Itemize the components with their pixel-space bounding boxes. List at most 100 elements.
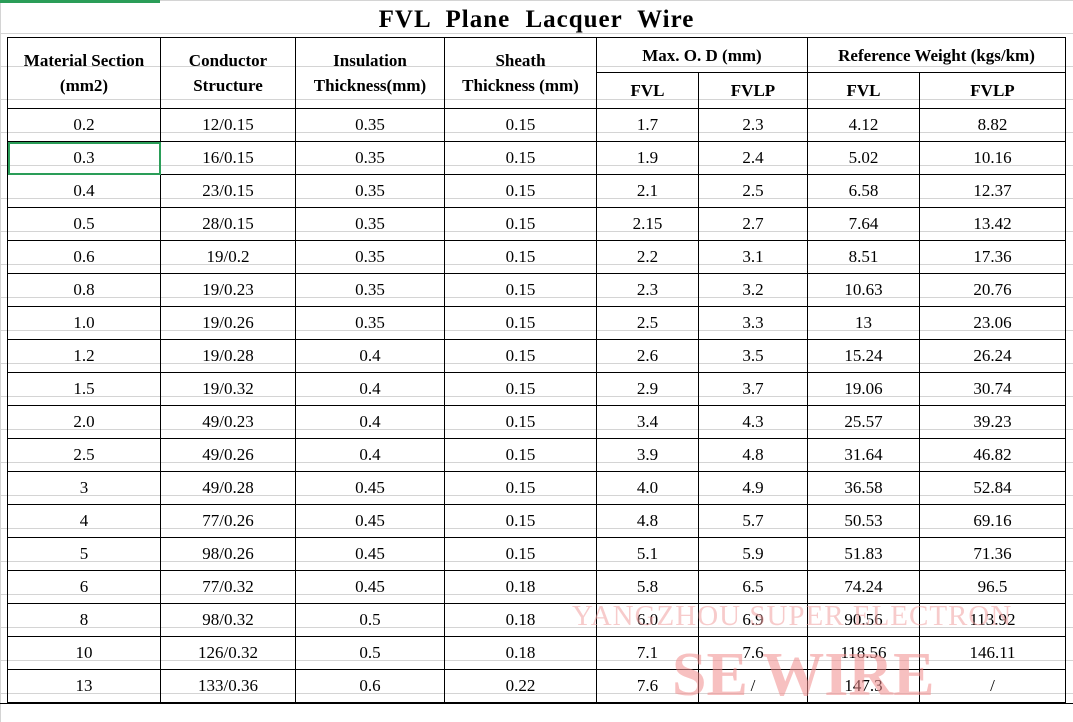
cell-max-od-fvlp[interactable]: 7.6: [698, 636, 808, 670]
cell-sheath-thickness[interactable]: 0.15: [444, 108, 597, 142]
cell-conductor-structure[interactable]: 77/0.32: [160, 570, 296, 604]
cell-insulation-thickness[interactable]: 0.35: [295, 141, 445, 175]
cell-conductor-structure[interactable]: 133/0.36: [160, 669, 296, 703]
cell-max-od-fvl[interactable]: 5.1: [596, 537, 699, 571]
cell-max-od-fvlp[interactable]: 3.5: [698, 339, 808, 373]
cell-insulation-thickness[interactable]: 0.4: [295, 438, 445, 472]
cell-max-od-fvlp[interactable]: 3.3: [698, 306, 808, 340]
cell-sheath-thickness[interactable]: 0.18: [444, 570, 597, 604]
cell-max-od-fvlp[interactable]: 2.5: [698, 174, 808, 208]
sheet-title[interactable]: FVL Plane Lacquer Wire: [378, 6, 695, 33]
cell-weight-fvl[interactable]: 147.3: [807, 669, 920, 703]
cell-weight-fvlp[interactable]: 13.42: [919, 207, 1066, 241]
cell-weight-fvl[interactable]: 15.24: [807, 339, 920, 373]
cell-weight-fvlp[interactable]: 10.16: [919, 141, 1066, 175]
cell-sheath-thickness[interactable]: 0.18: [444, 603, 597, 637]
cell-max-od-fvlp[interactable]: 5.7: [698, 504, 808, 538]
cell-weight-fvlp[interactable]: 23.06: [919, 306, 1066, 340]
cell-sheath-thickness[interactable]: 0.15: [444, 273, 597, 307]
cell-insulation-thickness[interactable]: 0.45: [295, 570, 445, 604]
cell-insulation-thickness[interactable]: 0.5: [295, 636, 445, 670]
cell-weight-fvl[interactable]: 25.57: [807, 405, 920, 439]
cell-conductor-structure[interactable]: 49/0.23: [160, 405, 296, 439]
cell-material-section[interactable]: 1.0: [7, 306, 161, 340]
header-sheath-thickness[interactable]: Sheath Thickness (mm): [444, 37, 597, 109]
header-max-od-fvlp[interactable]: FVLP: [698, 72, 808, 109]
header-weight-fvl[interactable]: FVL: [807, 72, 920, 109]
cell-material-section[interactable]: 0.4: [7, 174, 161, 208]
cell-weight-fvl[interactable]: 4.12: [807, 108, 920, 142]
cell-sheath-thickness[interactable]: 0.15: [444, 438, 597, 472]
cell-material-section[interactable]: 3: [7, 471, 161, 505]
cell-conductor-structure[interactable]: 28/0.15: [160, 207, 296, 241]
cell-conductor-structure[interactable]: 16/0.15: [160, 141, 296, 175]
cell-weight-fvl[interactable]: 13: [807, 306, 920, 340]
cell-max-od-fvl[interactable]: 3.9: [596, 438, 699, 472]
cell-weight-fvl[interactable]: 51.83: [807, 537, 920, 571]
cell-material-section[interactable]: 6: [7, 570, 161, 604]
cell-max-od-fvl[interactable]: 1.9: [596, 141, 699, 175]
header-weight-fvlp[interactable]: FVLP: [919, 72, 1066, 109]
cell-insulation-thickness[interactable]: 0.35: [295, 306, 445, 340]
cell-conductor-structure[interactable]: 12/0.15: [160, 108, 296, 142]
cell-max-od-fvlp[interactable]: 3.7: [698, 372, 808, 406]
cell-max-od-fvl[interactable]: 2.6: [596, 339, 699, 373]
cell-max-od-fvl[interactable]: 2.15: [596, 207, 699, 241]
cell-max-od-fvlp[interactable]: 3.2: [698, 273, 808, 307]
cell-sheath-thickness[interactable]: 0.15: [444, 174, 597, 208]
cell-sheath-thickness[interactable]: 0.15: [444, 504, 597, 538]
cell-conductor-structure[interactable]: 98/0.32: [160, 603, 296, 637]
cell-insulation-thickness[interactable]: 0.35: [295, 273, 445, 307]
cell-material-section[interactable]: 0.5: [7, 207, 161, 241]
cell-insulation-thickness[interactable]: 0.4: [295, 372, 445, 406]
cell-material-section[interactable]: 2.5: [7, 438, 161, 472]
cell-weight-fvlp[interactable]: 113.92: [919, 603, 1066, 637]
cell-weight-fvl[interactable]: 19.06: [807, 372, 920, 406]
cell-material-section[interactable]: 0.2: [7, 108, 161, 142]
cell-insulation-thickness[interactable]: 0.4: [295, 405, 445, 439]
header-insulation-thickness[interactable]: Insulation Thickness(mm): [295, 37, 445, 109]
cell-conductor-structure[interactable]: 19/0.28: [160, 339, 296, 373]
cell-sheath-thickness[interactable]: 0.15: [444, 207, 597, 241]
cell-max-od-fvlp[interactable]: 4.3: [698, 405, 808, 439]
cell-max-od-fvl[interactable]: 3.4: [596, 405, 699, 439]
cell-max-od-fvl[interactable]: 2.9: [596, 372, 699, 406]
cell-weight-fvlp[interactable]: 26.24: [919, 339, 1066, 373]
cell-weight-fvlp[interactable]: 52.84: [919, 471, 1066, 505]
cell-sheath-thickness[interactable]: 0.15: [444, 372, 597, 406]
cell-weight-fvlp[interactable]: 12.37: [919, 174, 1066, 208]
cell-material-section[interactable]: 1.5: [7, 372, 161, 406]
cell-material-section[interactable]: 1.2: [7, 339, 161, 373]
cell-insulation-thickness[interactable]: 0.35: [295, 174, 445, 208]
cell-weight-fvlp[interactable]: 71.36: [919, 537, 1066, 571]
cell-weight-fvlp[interactable]: 46.82: [919, 438, 1066, 472]
cell-material-section[interactable]: 0.8: [7, 273, 161, 307]
cell-sheath-thickness[interactable]: 0.15: [444, 240, 597, 274]
header-max-od[interactable]: Max. O. D (mm): [596, 37, 808, 73]
cell-max-od-fvl[interactable]: 2.1: [596, 174, 699, 208]
cell-conductor-structure[interactable]: 23/0.15: [160, 174, 296, 208]
cell-max-od-fvlp[interactable]: 3.1: [698, 240, 808, 274]
cell-insulation-thickness[interactable]: 0.45: [295, 504, 445, 538]
cell-weight-fvl[interactable]: 8.51: [807, 240, 920, 274]
cell-weight-fvlp[interactable]: 8.82: [919, 108, 1066, 142]
cell-insulation-thickness[interactable]: 0.45: [295, 471, 445, 505]
cell-sheath-thickness[interactable]: 0.15: [444, 471, 597, 505]
cell-max-od-fvlp[interactable]: 6.5: [698, 570, 808, 604]
cell-weight-fvl[interactable]: 90.56: [807, 603, 920, 637]
cell-weight-fvl[interactable]: 36.58: [807, 471, 920, 505]
cell-weight-fvl[interactable]: 5.02: [807, 141, 920, 175]
cell-max-od-fvlp[interactable]: 4.9: [698, 471, 808, 505]
cell-max-od-fvl[interactable]: 4.8: [596, 504, 699, 538]
cell-weight-fvlp[interactable]: 146.11: [919, 636, 1066, 670]
cell-max-od-fvl[interactable]: 5.8: [596, 570, 699, 604]
cell-conductor-structure[interactable]: 19/0.32: [160, 372, 296, 406]
cell-weight-fvl[interactable]: 50.53: [807, 504, 920, 538]
cell-material-section[interactable]: 13: [7, 669, 161, 703]
cell-sheath-thickness[interactable]: 0.18: [444, 636, 597, 670]
cell-weight-fvlp[interactable]: 30.74: [919, 372, 1066, 406]
cell-weight-fvlp[interactable]: 69.16: [919, 504, 1066, 538]
header-reference-weight[interactable]: Reference Weight (kgs/km): [807, 37, 1066, 73]
cell-material-section[interactable]: 8: [7, 603, 161, 637]
cell-conductor-structure[interactable]: 49/0.28: [160, 471, 296, 505]
